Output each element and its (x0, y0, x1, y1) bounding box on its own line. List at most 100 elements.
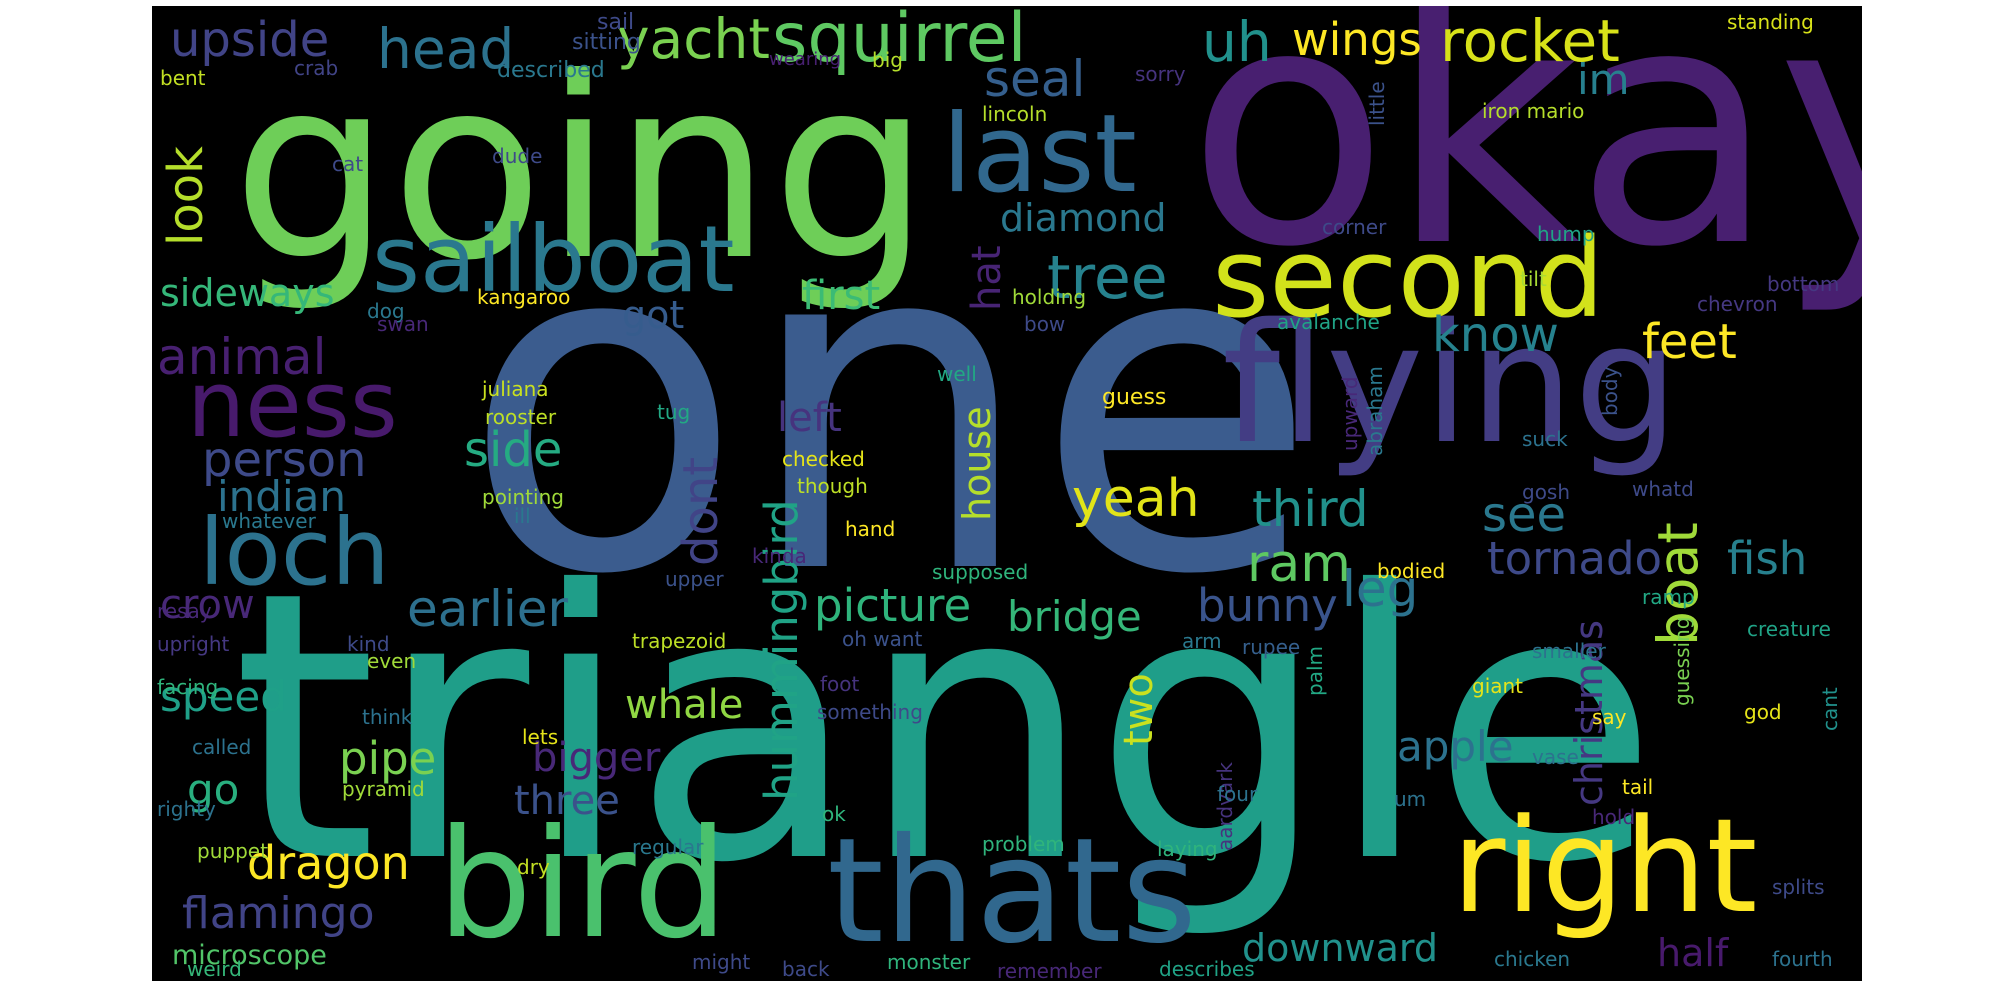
word: resay (157, 599, 212, 623)
word: house (955, 406, 999, 521)
word: upward (1338, 376, 1362, 451)
word: gosh (1522, 480, 1570, 504)
word: two (1116, 673, 1162, 746)
word: animal (157, 328, 326, 386)
word: know (1432, 307, 1559, 363)
word: im (1577, 55, 1630, 104)
word: person (202, 432, 367, 488)
word: splits (1772, 875, 1825, 899)
word: hand (845, 517, 895, 541)
word: bodied (1377, 559, 1445, 583)
word: leg (1342, 560, 1418, 618)
word: bow (1024, 312, 1065, 336)
word: even (367, 649, 416, 673)
word: dry (517, 855, 550, 879)
word: problem (982, 832, 1065, 856)
word: look (158, 146, 214, 246)
word: upside (170, 12, 329, 68)
word: avalanche (1277, 310, 1380, 334)
word: guessing (1670, 617, 1694, 706)
word: wings (1292, 13, 1422, 66)
word: squirrel (772, 6, 1027, 78)
word: go (187, 765, 239, 814)
word: juliana (481, 377, 549, 401)
word: half (1657, 931, 1730, 975)
word: seal (984, 50, 1085, 108)
word: sorry (1135, 62, 1186, 86)
word: chicken (1494, 947, 1570, 971)
word: head (377, 17, 514, 81)
word: tail (1622, 775, 1653, 799)
word: apple (1397, 722, 1514, 771)
word: bent (160, 66, 206, 90)
word: dude (492, 144, 542, 168)
word: christmas (1567, 620, 1611, 806)
word: bridge (1007, 592, 1142, 641)
word: creature (1747, 617, 1831, 641)
word: tornado (1487, 532, 1662, 585)
word: crab (294, 56, 338, 80)
word: weird (187, 957, 242, 981)
word: chevron (1697, 292, 1778, 316)
word: palm (1303, 646, 1327, 696)
word: called (192, 735, 251, 759)
word: tug (657, 400, 690, 424)
word: aardvark (1213, 762, 1237, 851)
word: wearing (769, 49, 841, 70)
word: whale (625, 682, 743, 728)
word: yacht (617, 7, 770, 71)
word: think (362, 705, 413, 729)
word: ramp (1642, 585, 1695, 609)
word: fourth (1772, 947, 1833, 971)
word: triangle (232, 514, 1659, 944)
word: body (1598, 366, 1622, 416)
word: regular (632, 835, 704, 859)
word: abraham (1363, 366, 1387, 456)
word: ill (514, 504, 531, 528)
word: suck (1522, 427, 1568, 451)
word: laying (1157, 837, 1218, 861)
word: little (1365, 81, 1389, 126)
word: lincoln (982, 102, 1047, 126)
word: uh (1202, 10, 1272, 74)
word: giant (1472, 674, 1523, 698)
word: speed (160, 672, 287, 721)
word: four (1217, 782, 1258, 806)
word: first (802, 273, 880, 319)
word: dont (673, 457, 729, 566)
word: might (692, 950, 750, 974)
word: something (817, 700, 923, 724)
word: say (1592, 705, 1627, 729)
word: see (1482, 487, 1566, 543)
word: last (942, 92, 1137, 217)
word: trapezoid (632, 629, 726, 653)
word: back (782, 957, 830, 981)
word: bottom (1767, 272, 1839, 296)
word: upright (157, 632, 230, 656)
word: bird (437, 798, 728, 972)
word: flying (1222, 288, 1679, 480)
word: ness (187, 351, 398, 458)
word: ok (822, 802, 846, 826)
word: left (777, 395, 842, 441)
word: dragon (247, 836, 410, 890)
word: crow (160, 582, 255, 628)
word: feet (1642, 314, 1737, 370)
word: right (1452, 790, 1757, 942)
word: remember (997, 959, 1102, 981)
word: whatever (222, 509, 317, 533)
word: kind (347, 632, 390, 656)
word: well (937, 362, 977, 386)
word: dog (367, 299, 405, 323)
word: cat (332, 152, 363, 176)
word: cant (1818, 687, 1842, 731)
word: kinda (752, 544, 807, 568)
word: pipe (339, 732, 436, 785)
word: puppet (197, 839, 268, 863)
word: rooster (485, 405, 557, 429)
word: sail (597, 10, 634, 35)
word: sideways (160, 271, 335, 315)
word: god (1744, 700, 1782, 724)
word: rupee (1242, 635, 1300, 659)
word: okay (1187, 6, 1862, 319)
